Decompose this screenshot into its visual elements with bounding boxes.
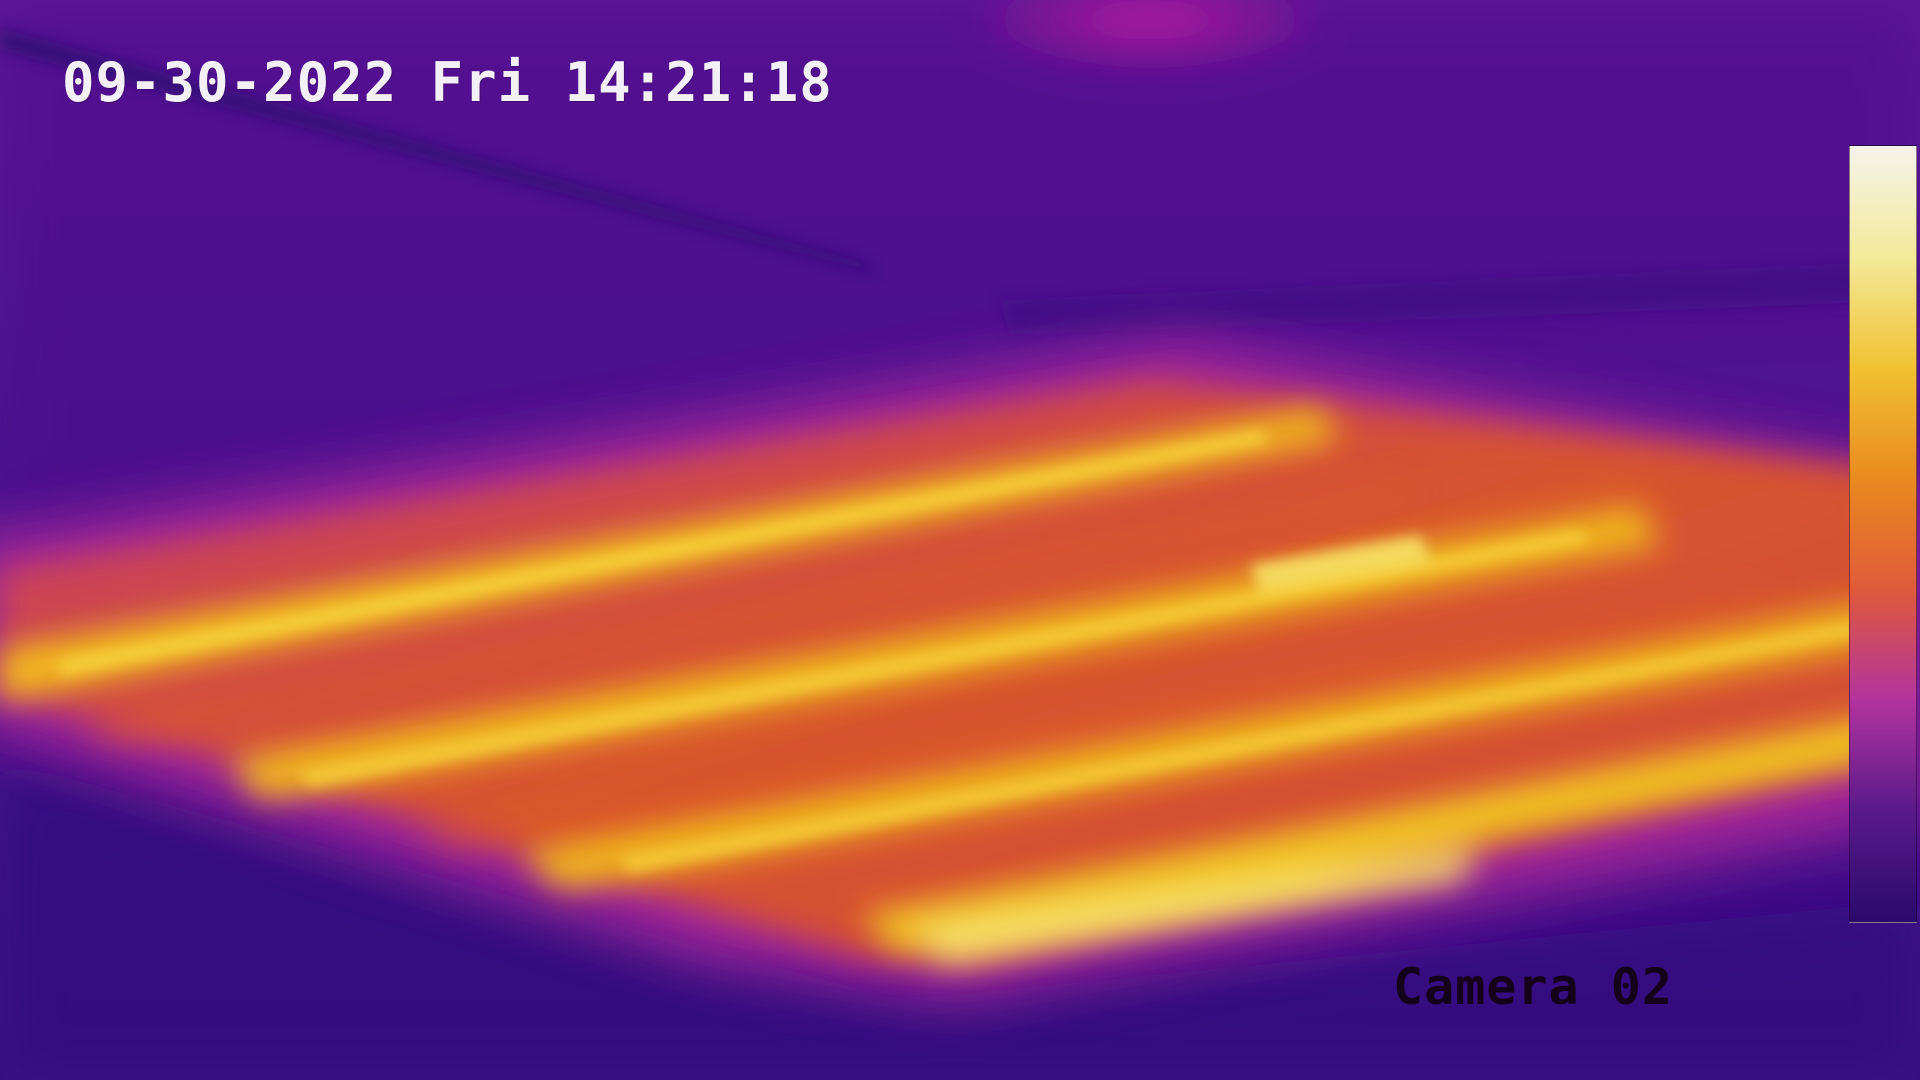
floor-dark xyxy=(0,760,1920,1080)
ceiling-hotspot xyxy=(960,0,1340,80)
thermal-palette-scale-bar xyxy=(1849,145,1917,923)
ceiling-ridge xyxy=(1000,260,1920,335)
warm-gaps xyxy=(80,480,1770,848)
timestamp-overlay: 09-30-2022 Fri 14:21:18 xyxy=(62,51,833,114)
heating-stripe-bright xyxy=(920,850,1480,965)
stripe-cores xyxy=(60,430,1860,872)
camera-name-label: Camera 02 xyxy=(1393,958,1673,1016)
heating-stripe-4 xyxy=(860,715,1880,955)
cable-shadow xyxy=(0,28,880,275)
wall-shadow xyxy=(0,0,1920,560)
